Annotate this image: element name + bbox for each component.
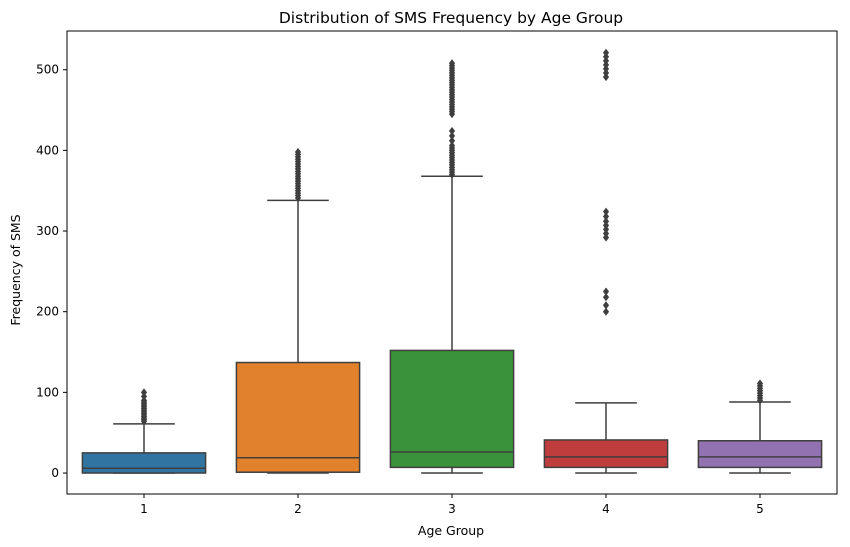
x-tick-label-group-2: 2	[294, 502, 302, 516]
outlier-point-group-1	[140, 388, 148, 397]
x-tick-label-group-1: 1	[140, 502, 148, 516]
outlier-point-group-5	[756, 379, 764, 388]
y-tick-label-200: 200	[36, 305, 59, 319]
y-tick-label-100: 100	[36, 385, 59, 399]
y-tick-label-400: 400	[36, 143, 59, 157]
box-group-2	[235, 361, 361, 473]
y-axis-label: Frequency of SMS	[8, 214, 23, 325]
x-axis-label: Age Group	[418, 523, 484, 538]
box-group-3	[389, 349, 515, 469]
outlier-point-group-3	[448, 141, 456, 150]
x-tick-label-group-5: 5	[756, 502, 764, 516]
box-group-5	[697, 440, 823, 469]
outlier-point-group-4	[602, 48, 610, 57]
outlier-point-group-4	[602, 301, 610, 310]
box-group-1	[81, 452, 207, 474]
outlier-point-group-4	[602, 217, 610, 226]
outlier-point-group-3	[448, 136, 456, 145]
outlier-point-group-2	[294, 147, 302, 157]
y-tick-label-500: 500	[36, 63, 59, 77]
outlier-point-group-4	[602, 293, 610, 302]
outlier-point-group-4	[602, 287, 610, 296]
outlier-point-group-4	[602, 307, 610, 316]
x-tick-label-group-4: 4	[602, 502, 610, 516]
y-tick-label-300: 300	[36, 224, 59, 238]
outlier-point-group-3	[448, 131, 456, 140]
y-tick-label-0: 0	[51, 466, 59, 480]
outlier-point-group-4	[602, 207, 610, 216]
outlier-point-group-3	[448, 59, 456, 68]
outlier-point-group-3	[448, 126, 456, 136]
plot-area: 1 2 3 4 5 0 100 200 300 400 500	[36, 30, 838, 516]
box-group-4	[543, 439, 669, 469]
x-tick-label-group-3: 3	[448, 502, 456, 516]
chart-title: Distribution of SMS Frequency by Age Gro…	[279, 9, 623, 27]
outlier-point-group-4	[602, 212, 610, 221]
plot-frame	[66, 30, 838, 495]
